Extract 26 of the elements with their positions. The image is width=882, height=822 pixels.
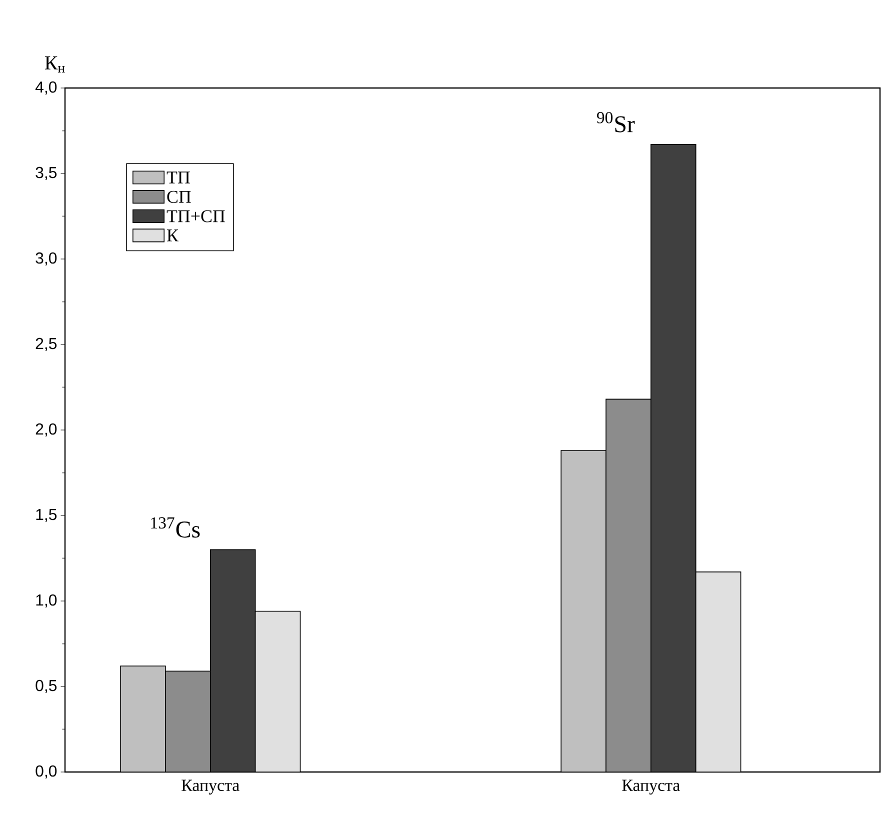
x-tick-label: Капуста (182, 780, 240, 795)
bar (606, 398, 652, 772)
bar (650, 144, 696, 772)
y-tick-label: 3,0 (36, 252, 57, 266)
bar (210, 549, 256, 772)
bar (254, 610, 301, 772)
legend-label: ТП (166, 172, 190, 184)
y-tick-label: 3,5 (36, 166, 57, 180)
annotation: $^{137}$Cs (151, 517, 200, 538)
y-tick-label: 4,0 (35, 81, 57, 95)
annotation: $^{90}$Sr (596, 112, 635, 132)
legend-label: К (167, 230, 179, 242)
y-tick-label: 2,5 (36, 338, 57, 352)
bar (165, 670, 211, 772)
legend-label: ТП+СП (166, 210, 225, 222)
legend-label: СП (167, 190, 191, 203)
y-tick-label: 2,0 (36, 423, 57, 437)
bar (695, 572, 742, 772)
y-tick-label: 0,0 (36, 765, 57, 779)
y-tick-label: 1,0 (36, 594, 57, 608)
bar (120, 666, 166, 772)
bar (560, 450, 606, 772)
y-tick-label: 0,5 (36, 680, 57, 694)
y-tick-label: 1,5 (36, 508, 57, 522)
y-axis-title: К$_{н}$ (44, 56, 65, 72)
x-tick-label: Капуста (622, 780, 680, 795)
